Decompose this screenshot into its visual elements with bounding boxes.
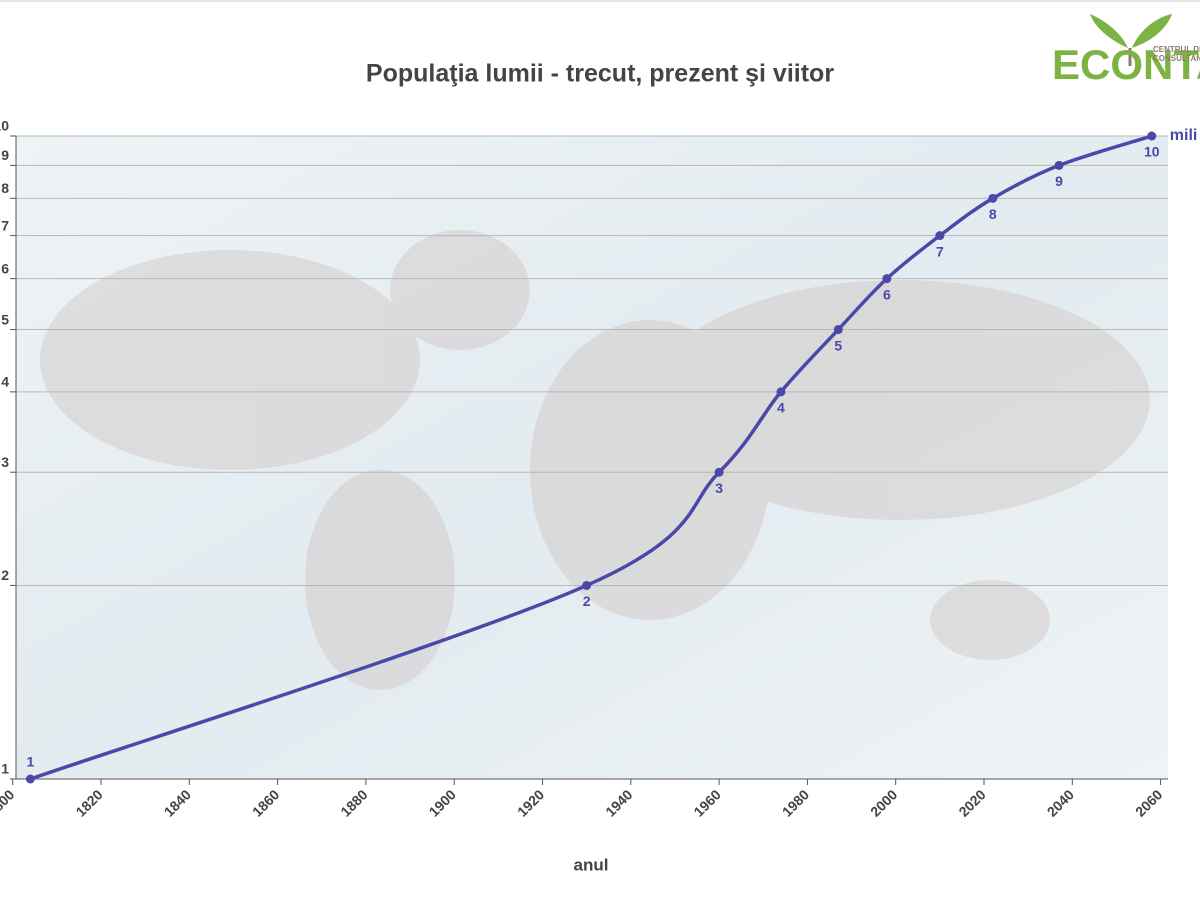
y-tick-label: 7 <box>1 217 9 233</box>
x-tick-label: 1940 <box>602 786 635 819</box>
data-point <box>833 325 843 335</box>
x-axis-label: anul <box>574 855 609 874</box>
logo: ECONTA CENTRUL DE INF CONSULTANȚĂ D <box>1052 14 1200 88</box>
data-label: 4 <box>777 400 785 416</box>
data-point <box>988 193 998 203</box>
y-tick-label: 6 <box>1 260 9 276</box>
logo-line: CONSULTANȚĂ D <box>1153 54 1200 63</box>
x-tick-label: 2040 <box>1044 786 1077 819</box>
y-tick-label: 5 <box>1 311 9 327</box>
map-decoration <box>40 230 1150 690</box>
y-tick-label: 8 <box>1 180 9 196</box>
y-tick-label: 2 <box>1 567 9 583</box>
y-tick-label: 9 <box>1 147 9 163</box>
data-point <box>582 580 592 590</box>
data-label: 6 <box>883 286 891 302</box>
data-label: 10 <box>1144 144 1160 160</box>
data-label: 1 <box>26 754 34 770</box>
plot-background <box>16 136 1168 779</box>
data-label: 9 <box>1055 173 1063 189</box>
data-point <box>776 387 786 397</box>
data-label: 5 <box>834 337 842 353</box>
x-tick-label: 2060 <box>1132 786 1165 819</box>
x-tick-label: 1860 <box>249 786 282 819</box>
data-point <box>1054 160 1064 170</box>
y-tick-label: 1 <box>1 761 9 777</box>
population-line <box>29 134 1153 781</box>
logo-brand: ECONTA <box>1052 41 1200 88</box>
data-point <box>714 467 724 477</box>
x-tick-label: 1900 <box>426 786 459 819</box>
x-tick-label: 1980 <box>779 786 812 819</box>
y-tick-label: 3 <box>1 454 9 470</box>
x-tick-label: 1800 <box>0 786 18 819</box>
logo-line: CENTRUL DE INF <box>1153 45 1200 54</box>
data-label: 7 <box>936 243 944 259</box>
logo-leaf <box>1132 14 1172 48</box>
data-label: 3 <box>715 480 723 496</box>
data-point <box>882 274 892 284</box>
unit-label: mili <box>1170 127 1198 144</box>
data-point <box>25 774 35 784</box>
x-tick-label: 1960 <box>690 786 723 819</box>
data-point <box>935 231 945 241</box>
x-tick-label: 2020 <box>955 786 988 819</box>
x-tick-label: 1820 <box>72 786 105 819</box>
data-label: 2 <box>583 593 591 609</box>
x-tick-label: 1840 <box>161 786 194 819</box>
y-tick-label: 10 <box>0 118 9 134</box>
data-label: 8 <box>989 206 997 222</box>
x-tick-label: 1880 <box>337 786 370 819</box>
data-point <box>1147 131 1157 141</box>
y-tick-label: 4 <box>1 374 9 390</box>
x-tick-label: 1920 <box>514 786 547 819</box>
x-tick-label: 2000 <box>867 786 900 819</box>
logo-leaf <box>1090 14 1128 48</box>
chart-title: Populaţia lumii - trecut, prezent şi vii… <box>366 60 834 88</box>
